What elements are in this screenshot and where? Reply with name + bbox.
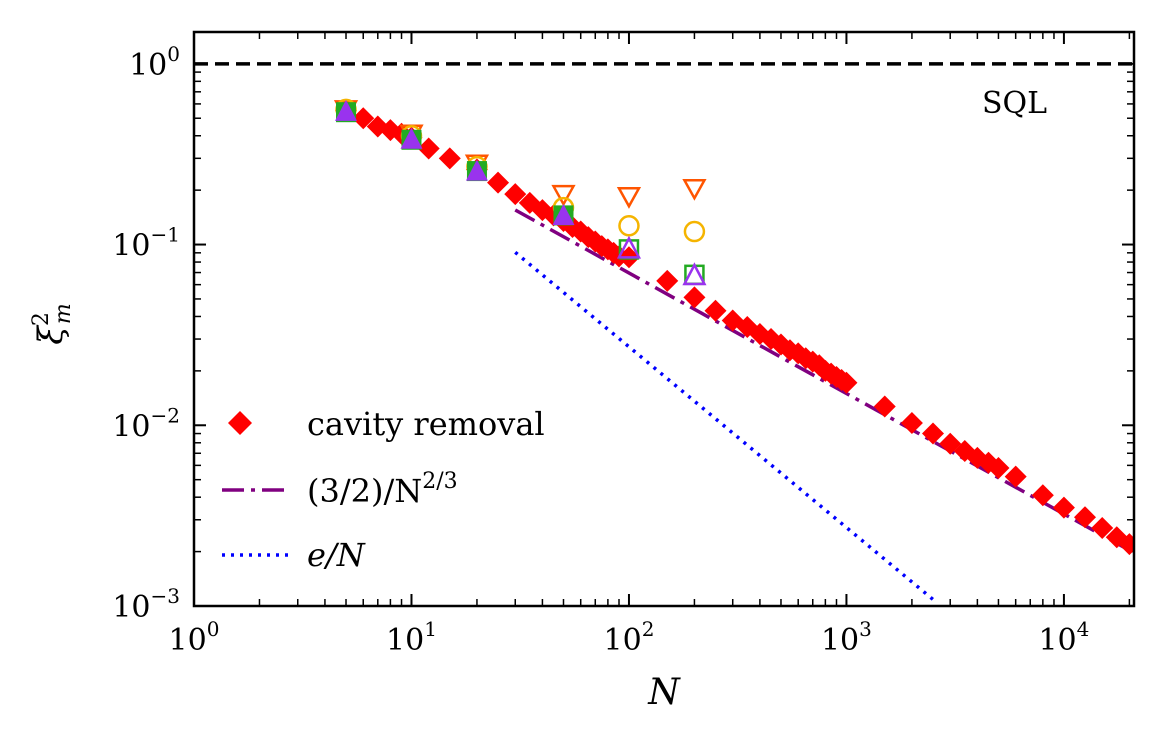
cavity-removal-point <box>921 422 944 445</box>
fit-curve-line <box>514 208 1134 555</box>
y-axis-label: ξ2m <box>29 303 76 345</box>
data-point-triangle-down-open <box>682 178 707 201</box>
cavity-removal-point <box>1091 517 1114 540</box>
legend-cavity-removal-marker <box>228 411 252 435</box>
y-tick-label: 10−2 <box>112 403 180 444</box>
y-tick-label: 10−1 <box>112 223 180 264</box>
cavity-removal-point <box>417 137 440 160</box>
legend: cavity removal (3/2)/N2/3 e/N <box>222 405 545 574</box>
e-over-n-line <box>514 250 935 601</box>
cavity-removal-point <box>683 286 706 309</box>
y-tick-label: 10−3 <box>112 584 180 625</box>
cavity-removal-point <box>1118 533 1134 556</box>
data-point-triangle-up-filled <box>335 99 358 121</box>
cavity-removal-point <box>873 395 896 418</box>
sql-label: SQL <box>982 86 1047 121</box>
x-tick-label: 101 <box>386 617 437 658</box>
data-markers <box>333 98 1134 556</box>
tick-labels: 100 101 102 103 104 100 10−1 10−2 10−3 <box>112 42 1089 658</box>
plot-frame <box>192 30 1136 608</box>
y-axis-label-base: ξ <box>31 324 71 345</box>
y-tick-label: 100 <box>129 42 180 83</box>
x-tick-label: 102 <box>604 617 655 658</box>
legend-cavity-removal-label: cavity removal <box>307 405 545 443</box>
svg-text:ξ2m: ξ2m <box>29 303 76 345</box>
x-tick-label: 100 <box>169 617 220 658</box>
cavity-removal-point <box>487 171 510 194</box>
cavity-removal-point <box>438 147 461 170</box>
data-point-triangle-up-open <box>616 235 642 259</box>
data-point-triangle-down-open <box>551 184 576 207</box>
cavity-removal-point <box>704 299 727 322</box>
legend-e-over-n-label: e/N <box>307 536 366 574</box>
data-point-triangle-up-filled <box>552 204 575 226</box>
cavity-removal-point <box>987 457 1010 480</box>
y-axis-label-sup: 2 <box>29 312 54 326</box>
data-point-triangle-down-open <box>616 187 642 209</box>
x-axis-label: N <box>647 672 681 713</box>
cavity-removal-point <box>1031 484 1054 507</box>
data-point-triangle-up-filled <box>400 127 423 149</box>
y-axis-label-sub: m <box>51 303 76 324</box>
legend-fit-curve-label: (3/2)/N2/3 <box>307 469 458 510</box>
cavity-removal-point <box>900 411 923 434</box>
x-tick-label: 103 <box>821 617 872 658</box>
data-point-triangle-up-open <box>682 262 707 286</box>
cavity-removal-point <box>656 269 679 292</box>
data-point-circle-open <box>683 220 706 243</box>
cavity-removal-point <box>352 107 375 130</box>
data-point-triangle-up-filled <box>465 159 488 181</box>
x-tick-label: 104 <box>1038 617 1089 658</box>
cavity-removal-point <box>1004 465 1027 488</box>
reference-lines <box>194 62 1134 601</box>
cavity-removal-point <box>1073 506 1096 529</box>
data-point-circle-open <box>618 215 640 237</box>
cavity-removal-point <box>835 371 858 394</box>
cavity-removal-point <box>504 183 527 206</box>
cavity-removal-point <box>1052 496 1075 519</box>
